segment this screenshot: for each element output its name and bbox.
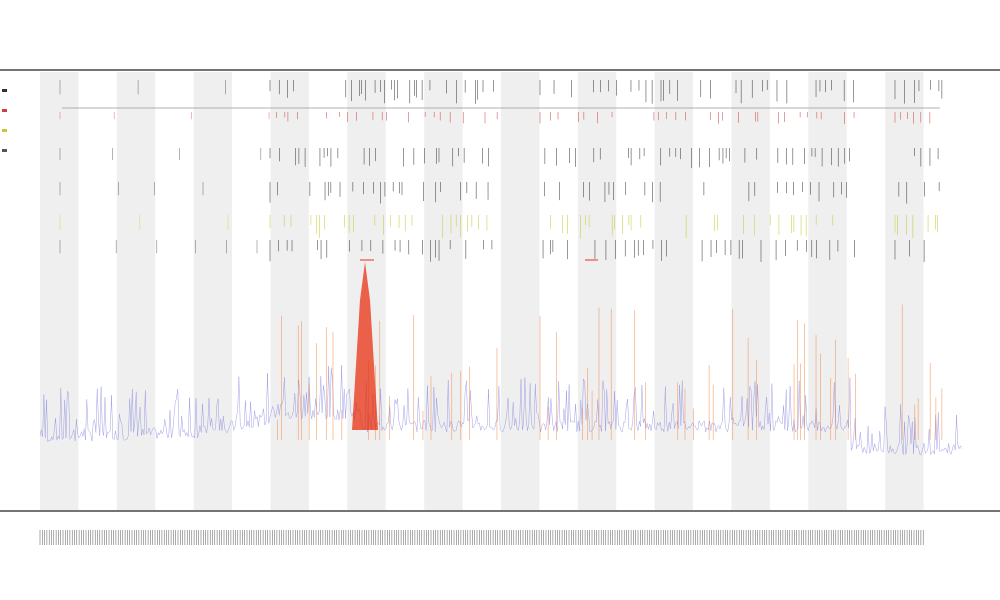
shaded-band (731, 72, 770, 510)
legend-item (2, 120, 16, 140)
legend-swatch (2, 128, 7, 132)
legend-item (2, 80, 16, 100)
shaded-band (193, 72, 233, 510)
shaded-band (270, 72, 309, 510)
shaded-band (885, 72, 924, 510)
legend-swatch (2, 108, 7, 112)
strong-peak (352, 262, 378, 430)
feature-tick-tracks (59, 80, 943, 262)
x-tick-labels (39, 530, 924, 545)
peak-signal-track (277, 262, 943, 440)
legend-item (2, 140, 16, 160)
shaded-band (654, 72, 694, 510)
shaded-band (577, 72, 617, 510)
shaded-band (501, 72, 540, 510)
chart-legend (2, 80, 16, 160)
shaded-band (424, 72, 463, 510)
background-bands (40, 72, 924, 510)
shaded-band (40, 72, 79, 510)
shaded-band (116, 72, 156, 510)
legend-swatch (2, 148, 7, 152)
legend-item (2, 100, 16, 120)
coverage-track (39, 365, 962, 456)
shaded-band (808, 72, 847, 510)
coverage-line (39, 365, 962, 456)
legend-swatch (2, 88, 7, 92)
